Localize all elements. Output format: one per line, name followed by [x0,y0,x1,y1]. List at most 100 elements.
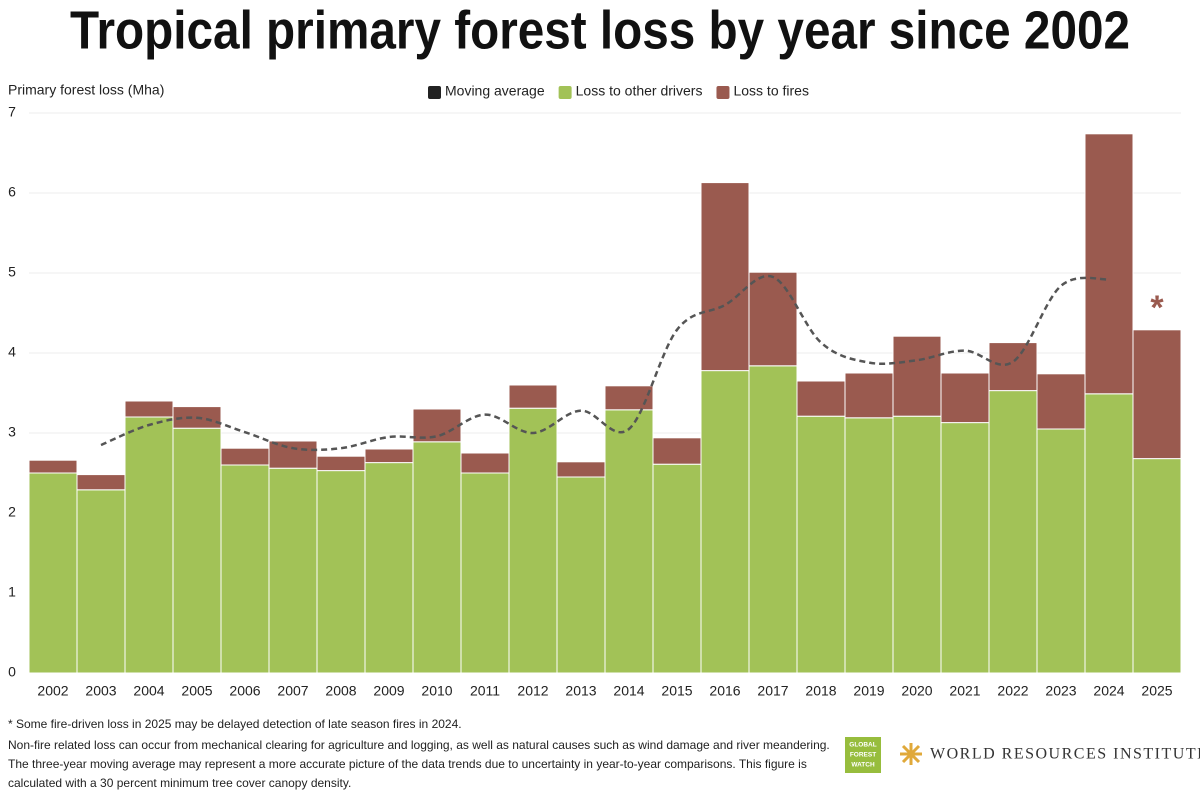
x-tick-label: 2024 [1093,683,1124,699]
bar [28,472,78,674]
legend-label: Loss to fires [733,83,808,99]
x-tick-label: 2023 [1045,683,1076,699]
x-tick-label: 2016 [709,683,740,699]
gfw-logo-text: WATCH [851,762,875,769]
bar [508,384,558,409]
x-tick-label: 2018 [805,683,836,699]
gfw-logo-text: FOREST [850,752,876,759]
legend-label: Loss to other drivers [576,83,703,99]
bar [268,440,318,469]
bar [892,415,942,674]
x-tick-label: 2021 [949,683,980,699]
bar [364,448,414,464]
bar [700,182,750,372]
x-tick-label: 2004 [133,683,164,699]
bar [1132,458,1182,674]
bar [988,390,1038,674]
bar [892,335,942,417]
x-tick-label: 2017 [757,683,788,699]
bar [844,372,894,419]
y-tick-label: 7 [8,104,16,120]
x-tick-label: 2022 [997,683,1028,699]
x-tick-label: 2013 [565,683,596,699]
bar [268,467,318,674]
bar [460,452,510,474]
wri-logo: WORLD RESOURCES INSTITUTE [900,743,1200,765]
wri-icon [900,743,922,765]
bar [1132,329,1182,460]
x-tick-label: 2011 [470,683,500,699]
bar [28,459,78,474]
bar [412,441,462,674]
bar [1036,428,1086,674]
x-tick-label: 2019 [853,683,884,699]
y-axis-label: Primary forest loss (Mha) [8,82,164,98]
bar [988,342,1038,392]
gfw-logo-box [845,737,881,773]
moving-average-line [100,274,1110,452]
x-tick-label: 2003 [85,683,116,699]
bar [172,427,222,674]
bar [508,407,558,674]
bar [556,476,606,674]
bar [460,472,510,674]
legend-swatch [558,86,572,99]
x-tick-label: 2025 [1141,683,1172,699]
y-tick-label: 3 [8,424,16,440]
bar [364,462,414,674]
x-tick-label: 2010 [421,683,452,699]
y-tick-label: 1 [8,584,16,600]
x-tick-label: 2015 [661,683,692,699]
bar [76,474,126,491]
x-tick-label: 2006 [229,683,260,699]
gfw-logo: GLOBAL FOREST WATCH [845,737,881,773]
bar [940,372,990,424]
y-tick-label: 4 [8,344,16,360]
bar [796,415,846,674]
footnote: calculated with a 30 percent minimum tre… [8,776,351,790]
bar [844,417,894,674]
x-tick-label: 2020 [901,683,932,699]
bar [1036,373,1086,430]
x-tick-label: 2008 [325,683,356,699]
bar [124,400,174,418]
bar [748,365,798,674]
x-tick-label: 2002 [37,683,68,699]
y-tick-label: 5 [8,264,16,280]
bar [124,416,174,674]
wri-logo-text: WORLD RESOURCES INSTITUTE [930,746,1200,763]
y-tick-label: 2 [8,504,16,520]
y-tick-label: 0 [8,664,16,680]
bar [652,463,702,674]
bar [1084,393,1134,674]
x-tick-label: 2012 [517,683,548,699]
footnote: * Some fire-driven loss in 2025 may be d… [8,717,462,731]
bar [220,464,270,674]
x-tick-label: 2009 [373,683,404,699]
annotation: * [1150,289,1164,327]
gfw-logo-text: GLOBAL [849,742,876,749]
legend-swatch [428,86,441,99]
bar [748,271,798,367]
x-tick-label: 2014 [613,683,644,699]
bar [1084,133,1134,395]
bar [316,455,366,472]
legend-swatch [716,86,730,99]
bar [316,470,366,674]
bar [700,370,750,674]
x-tick-label: 2005 [181,683,212,699]
legend-label: Moving average [445,83,545,99]
bar [940,422,990,674]
x-tick-label: 2007 [277,683,308,699]
bar [76,489,126,674]
y-tick-label: 6 [8,184,16,200]
bar [796,380,846,417]
bar [652,437,702,465]
bar [220,447,270,466]
footnote: The three-year moving average may repres… [8,757,807,771]
chart-title: Tropical primary forest loss by year sin… [70,0,1130,60]
bar [604,409,654,674]
footnote: Non-fire related loss can occur from mec… [8,738,830,752]
